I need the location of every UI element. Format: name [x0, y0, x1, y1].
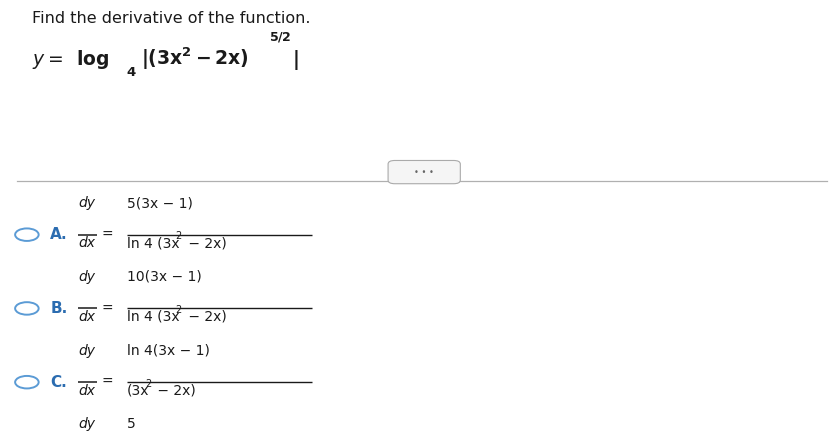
Text: dy: dy — [78, 344, 95, 358]
Text: $\mathbf{|(3x^2 - 2x)}$: $\mathbf{|(3x^2 - 2x)}$ — [141, 45, 249, 72]
Text: $\mathbf{log}$: $\mathbf{log}$ — [76, 48, 109, 71]
Text: $\mathbf{5/2}$: $\mathbf{5/2}$ — [269, 30, 291, 44]
Text: =: = — [102, 301, 113, 316]
Text: 10(3x − 1): 10(3x − 1) — [127, 270, 202, 284]
Text: A.: A. — [50, 227, 68, 242]
Text: • • •: • • • — [414, 168, 434, 177]
Text: (3x: (3x — [127, 384, 150, 397]
Text: dx: dx — [78, 236, 95, 250]
Text: 2: 2 — [145, 379, 151, 388]
Text: dy: dy — [78, 417, 95, 431]
Text: 5: 5 — [127, 417, 135, 431]
Text: − 2x): − 2x) — [184, 236, 226, 250]
Text: dx: dx — [78, 384, 95, 397]
Text: 2: 2 — [176, 305, 181, 315]
Text: 2: 2 — [176, 231, 181, 241]
Text: $\mathbf{|}$: $\mathbf{|}$ — [292, 48, 299, 72]
Text: =: = — [102, 228, 113, 242]
Text: =: = — [102, 375, 113, 389]
Text: − 2x): − 2x) — [154, 384, 196, 397]
Text: ln 4 (3x: ln 4 (3x — [127, 236, 180, 250]
Text: B.: B. — [50, 301, 68, 316]
Text: C.: C. — [50, 375, 67, 390]
Text: dy: dy — [78, 196, 95, 210]
Text: ln 4 (3x: ln 4 (3x — [127, 310, 180, 324]
Text: ln 4(3x − 1): ln 4(3x − 1) — [127, 344, 210, 358]
Text: dx: dx — [78, 310, 95, 324]
Text: Find the derivative of the function.: Find the derivative of the function. — [32, 11, 311, 26]
Text: dy: dy — [78, 270, 95, 284]
Text: $y = $: $y = $ — [32, 52, 63, 71]
FancyBboxPatch shape — [388, 160, 460, 184]
Text: $\mathbf{4}$: $\mathbf{4}$ — [126, 66, 137, 79]
Text: − 2x): − 2x) — [184, 310, 226, 324]
Text: 5(3x − 1): 5(3x − 1) — [127, 196, 192, 210]
